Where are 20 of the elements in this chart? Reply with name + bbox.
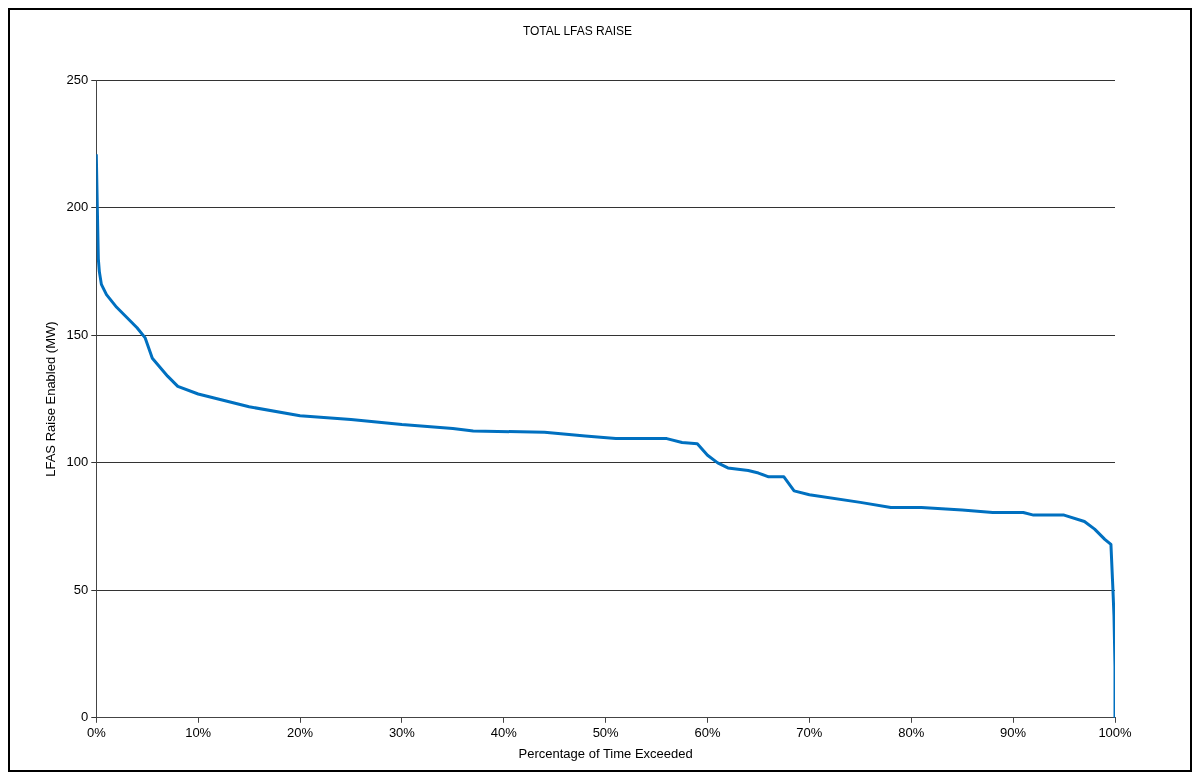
y-tick-label: 50 [73, 581, 89, 597]
x-tick-label: 40% [490, 725, 518, 741]
chart-title: TOTAL LFAS RAISE [522, 23, 633, 38]
y-tick-label: 250 [66, 71, 89, 87]
x-tick-label: 70% [796, 725, 823, 741]
x-axis-title: Percentage of Time Exceeded [518, 745, 693, 761]
x-tick-label: 80% [898, 725, 925, 741]
x-tick-label: 90% [1000, 725, 1027, 741]
y-tick-label: 0 [81, 709, 89, 725]
y-tick-label: 100 [66, 454, 89, 470]
x-tick-label: 20% [287, 725, 314, 741]
x-tick-label: 60% [694, 725, 721, 741]
y-tick-label: 150 [66, 326, 89, 342]
x-tick-label: 30% [388, 725, 416, 741]
x-tick-label: 10% [185, 725, 212, 741]
y-tick-label: 200 [66, 199, 89, 215]
x-tick-label: 100% [1098, 725, 1133, 741]
x-tick-label: 0% [86, 725, 107, 741]
x-tick-label: 50% [592, 725, 620, 741]
y-axis-title: LFAS Raise Enabled (MW) [43, 321, 59, 477]
